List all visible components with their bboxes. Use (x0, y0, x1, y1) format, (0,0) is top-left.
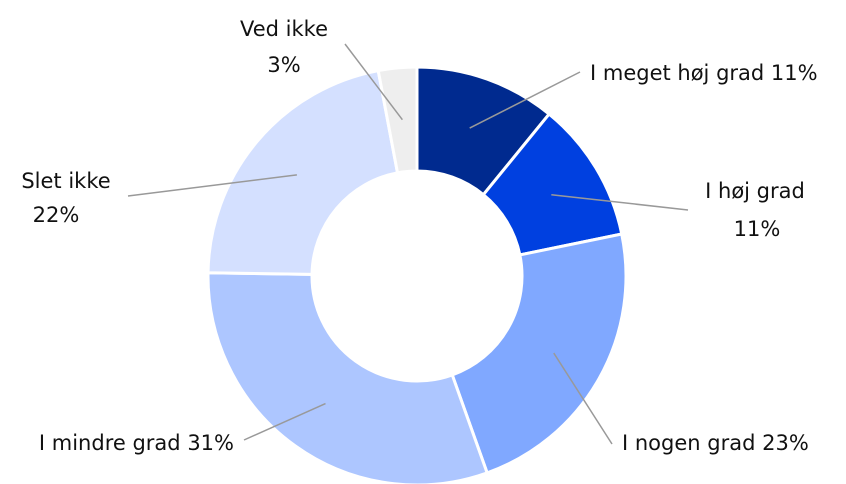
category-label: I nogen grad (622, 431, 755, 455)
donut-segment (450, 232, 628, 475)
donut-segment (206, 68, 400, 276)
donut-segment (206, 271, 490, 484)
value-label: 3% (267, 53, 300, 77)
leader-line (243, 402, 326, 441)
data-label: I meget høj grad 11% (590, 61, 818, 85)
category-label: I høj grad (705, 179, 805, 203)
data-label: I mindre grad 31% (39, 431, 234, 455)
value-label: 23% (762, 431, 809, 455)
donut-segment (376, 65, 419, 175)
category-label: Ved ikke (240, 17, 328, 41)
category-label: I mindre grad (39, 431, 181, 455)
category-label: Slet ikke (21, 169, 110, 193)
category-label: I meget høj grad (590, 61, 764, 85)
value-label: 11% (734, 217, 781, 241)
value-label: 31% (187, 431, 234, 455)
value-label: 22% (33, 203, 80, 227)
leader-line (127, 174, 297, 197)
value-label: 11% (771, 61, 818, 85)
leader-line (553, 352, 613, 445)
leader-line (344, 43, 403, 121)
leader-line (551, 193, 689, 211)
leader-line (469, 71, 581, 129)
data-label: I nogen grad 23% (622, 431, 809, 455)
